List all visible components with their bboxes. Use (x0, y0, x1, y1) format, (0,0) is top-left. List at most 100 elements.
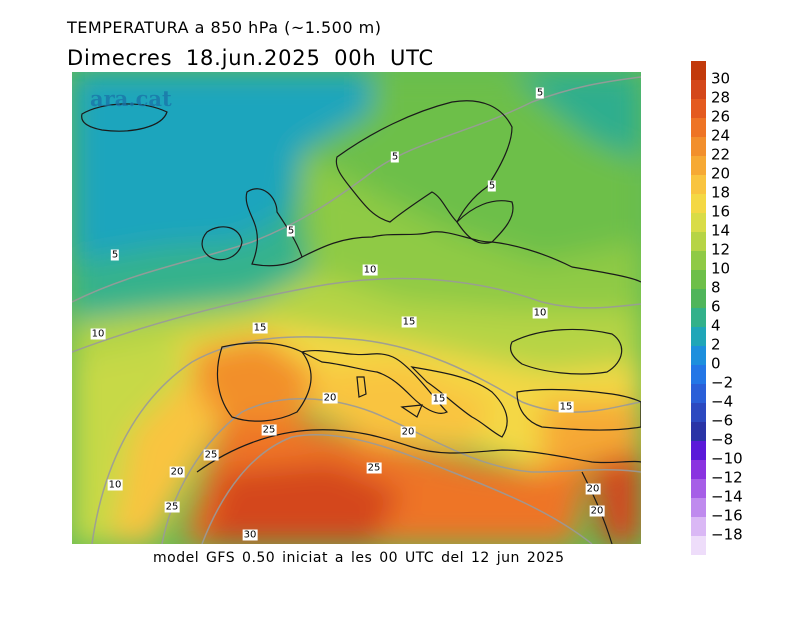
field-red-egypt (592, 442, 641, 544)
map-canvas (72, 72, 641, 544)
legend-swatch (691, 479, 706, 498)
isotherm-label: 25 (164, 501, 180, 513)
legend-label: −6 (711, 411, 734, 430)
isotherm-label: 10 (90, 328, 106, 340)
isotherm-25 (201, 433, 593, 544)
legend-label: 8 (711, 278, 721, 297)
legend-label: 14 (711, 221, 731, 240)
legend-label: −12 (711, 468, 743, 487)
legend-label: −4 (711, 392, 734, 411)
isotherm-label: 20 (400, 426, 416, 438)
isotherm-label: 15 (252, 322, 268, 334)
coast-britain (245, 188, 303, 267)
legend-swatch (691, 213, 706, 232)
legend-swatch (691, 194, 706, 213)
legend-label: 2 (711, 335, 721, 354)
coast-north-africa (196, 429, 641, 473)
legend-swatch (691, 289, 706, 308)
coast-red-sea (581, 471, 613, 544)
isotherm-10 (72, 277, 641, 353)
legend-swatch (691, 403, 706, 422)
coast-sicily (400, 404, 423, 418)
field-orange-east (542, 402, 641, 472)
isotherm-label: 5 (535, 87, 545, 99)
legend-label: 0 (711, 354, 721, 373)
isotherm-label: 25 (261, 424, 277, 436)
isotherm-label: 5 (487, 180, 497, 192)
isotherm-15 (91, 336, 641, 544)
field-teal-ne (512, 72, 641, 162)
ara-cat-logo: ara.cat (90, 86, 172, 111)
valid-time-subtitle: Dimecres 18.jun.2025 00h UTC (67, 46, 435, 70)
legend-label: 22 (711, 145, 731, 164)
isotherm-label: 5 (286, 225, 296, 237)
isotherm-label: 20 (585, 483, 601, 495)
coast-iceland (81, 103, 168, 132)
isotherm-20 (161, 398, 641, 544)
coast-scandinavia (335, 100, 513, 224)
field-red-sahara (202, 462, 402, 544)
isotherm-lines (72, 76, 641, 544)
legend-swatch (691, 517, 706, 536)
field-orange-iberia (192, 337, 312, 432)
isotherm-label: 10 (532, 307, 548, 319)
isotherm-label: 10 (107, 479, 123, 491)
field-limegreen (72, 272, 641, 372)
legend-swatch (691, 327, 706, 346)
legend-swatch (691, 308, 706, 327)
legend-swatch (691, 137, 706, 156)
isotherm-5 (72, 76, 641, 303)
legend-label: 24 (711, 126, 731, 145)
legend-label: 4 (711, 316, 721, 335)
coast-sardinia (356, 376, 367, 398)
field-green-central (302, 152, 641, 312)
isotherm-label: 5 (110, 249, 120, 261)
legend-swatch (691, 346, 706, 365)
legend-label: −10 (711, 449, 743, 468)
coast-balkans-greece (410, 366, 508, 438)
legend-label: 12 (711, 240, 731, 259)
isotherm-label: 25 (203, 449, 219, 461)
legend-label: −14 (711, 487, 743, 506)
isotherm-label: 25 (366, 462, 382, 474)
coastlines (81, 100, 641, 544)
legend-label: −16 (711, 506, 743, 525)
legend-label: 16 (711, 202, 731, 221)
legend-label: −2 (711, 373, 734, 392)
legend-swatch (691, 80, 706, 99)
legend-swatch (691, 270, 706, 289)
legend-label: 18 (711, 183, 731, 202)
legend-swatch (691, 365, 706, 384)
coast-baltic (456, 200, 514, 244)
isotherm-label: 5 (390, 151, 400, 163)
isotherm-label: 20 (169, 466, 185, 478)
legend-swatch (691, 441, 706, 460)
isotherm-label: 15 (401, 316, 417, 328)
legend-label: 10 (711, 259, 731, 278)
coast-france-italy (300, 349, 449, 414)
coast-iberia (216, 342, 312, 422)
legend-label: 20 (711, 164, 731, 183)
isotherm-label: 10 (362, 264, 378, 276)
legend-swatch (691, 536, 706, 555)
legend-label: 30 (711, 69, 731, 88)
legend-swatch (691, 156, 706, 175)
isotherm-label: 15 (558, 401, 574, 413)
isotherm-label: 15 (431, 393, 447, 405)
field-cold-nw (72, 72, 372, 262)
legend-swatch (691, 175, 706, 194)
legend-label: 26 (711, 107, 731, 126)
legend-label: −8 (711, 430, 734, 449)
legend-swatch (691, 251, 706, 270)
isotherm-label: 20 (589, 505, 605, 517)
isotherm-label: 20 (322, 392, 338, 404)
legend-swatch (691, 118, 706, 137)
coast-black-sea (509, 328, 623, 375)
legend-swatch (691, 384, 706, 403)
legend-label: −18 (711, 525, 743, 544)
field-cool-teal (72, 212, 312, 322)
legend-swatch (691, 99, 706, 118)
temperature-map: ara.cat 5 5 5 5 5 10 10 10 10 15 15 15 1… (72, 72, 641, 544)
field-green-north (302, 72, 641, 262)
isotherm-label: 30 (242, 529, 258, 541)
